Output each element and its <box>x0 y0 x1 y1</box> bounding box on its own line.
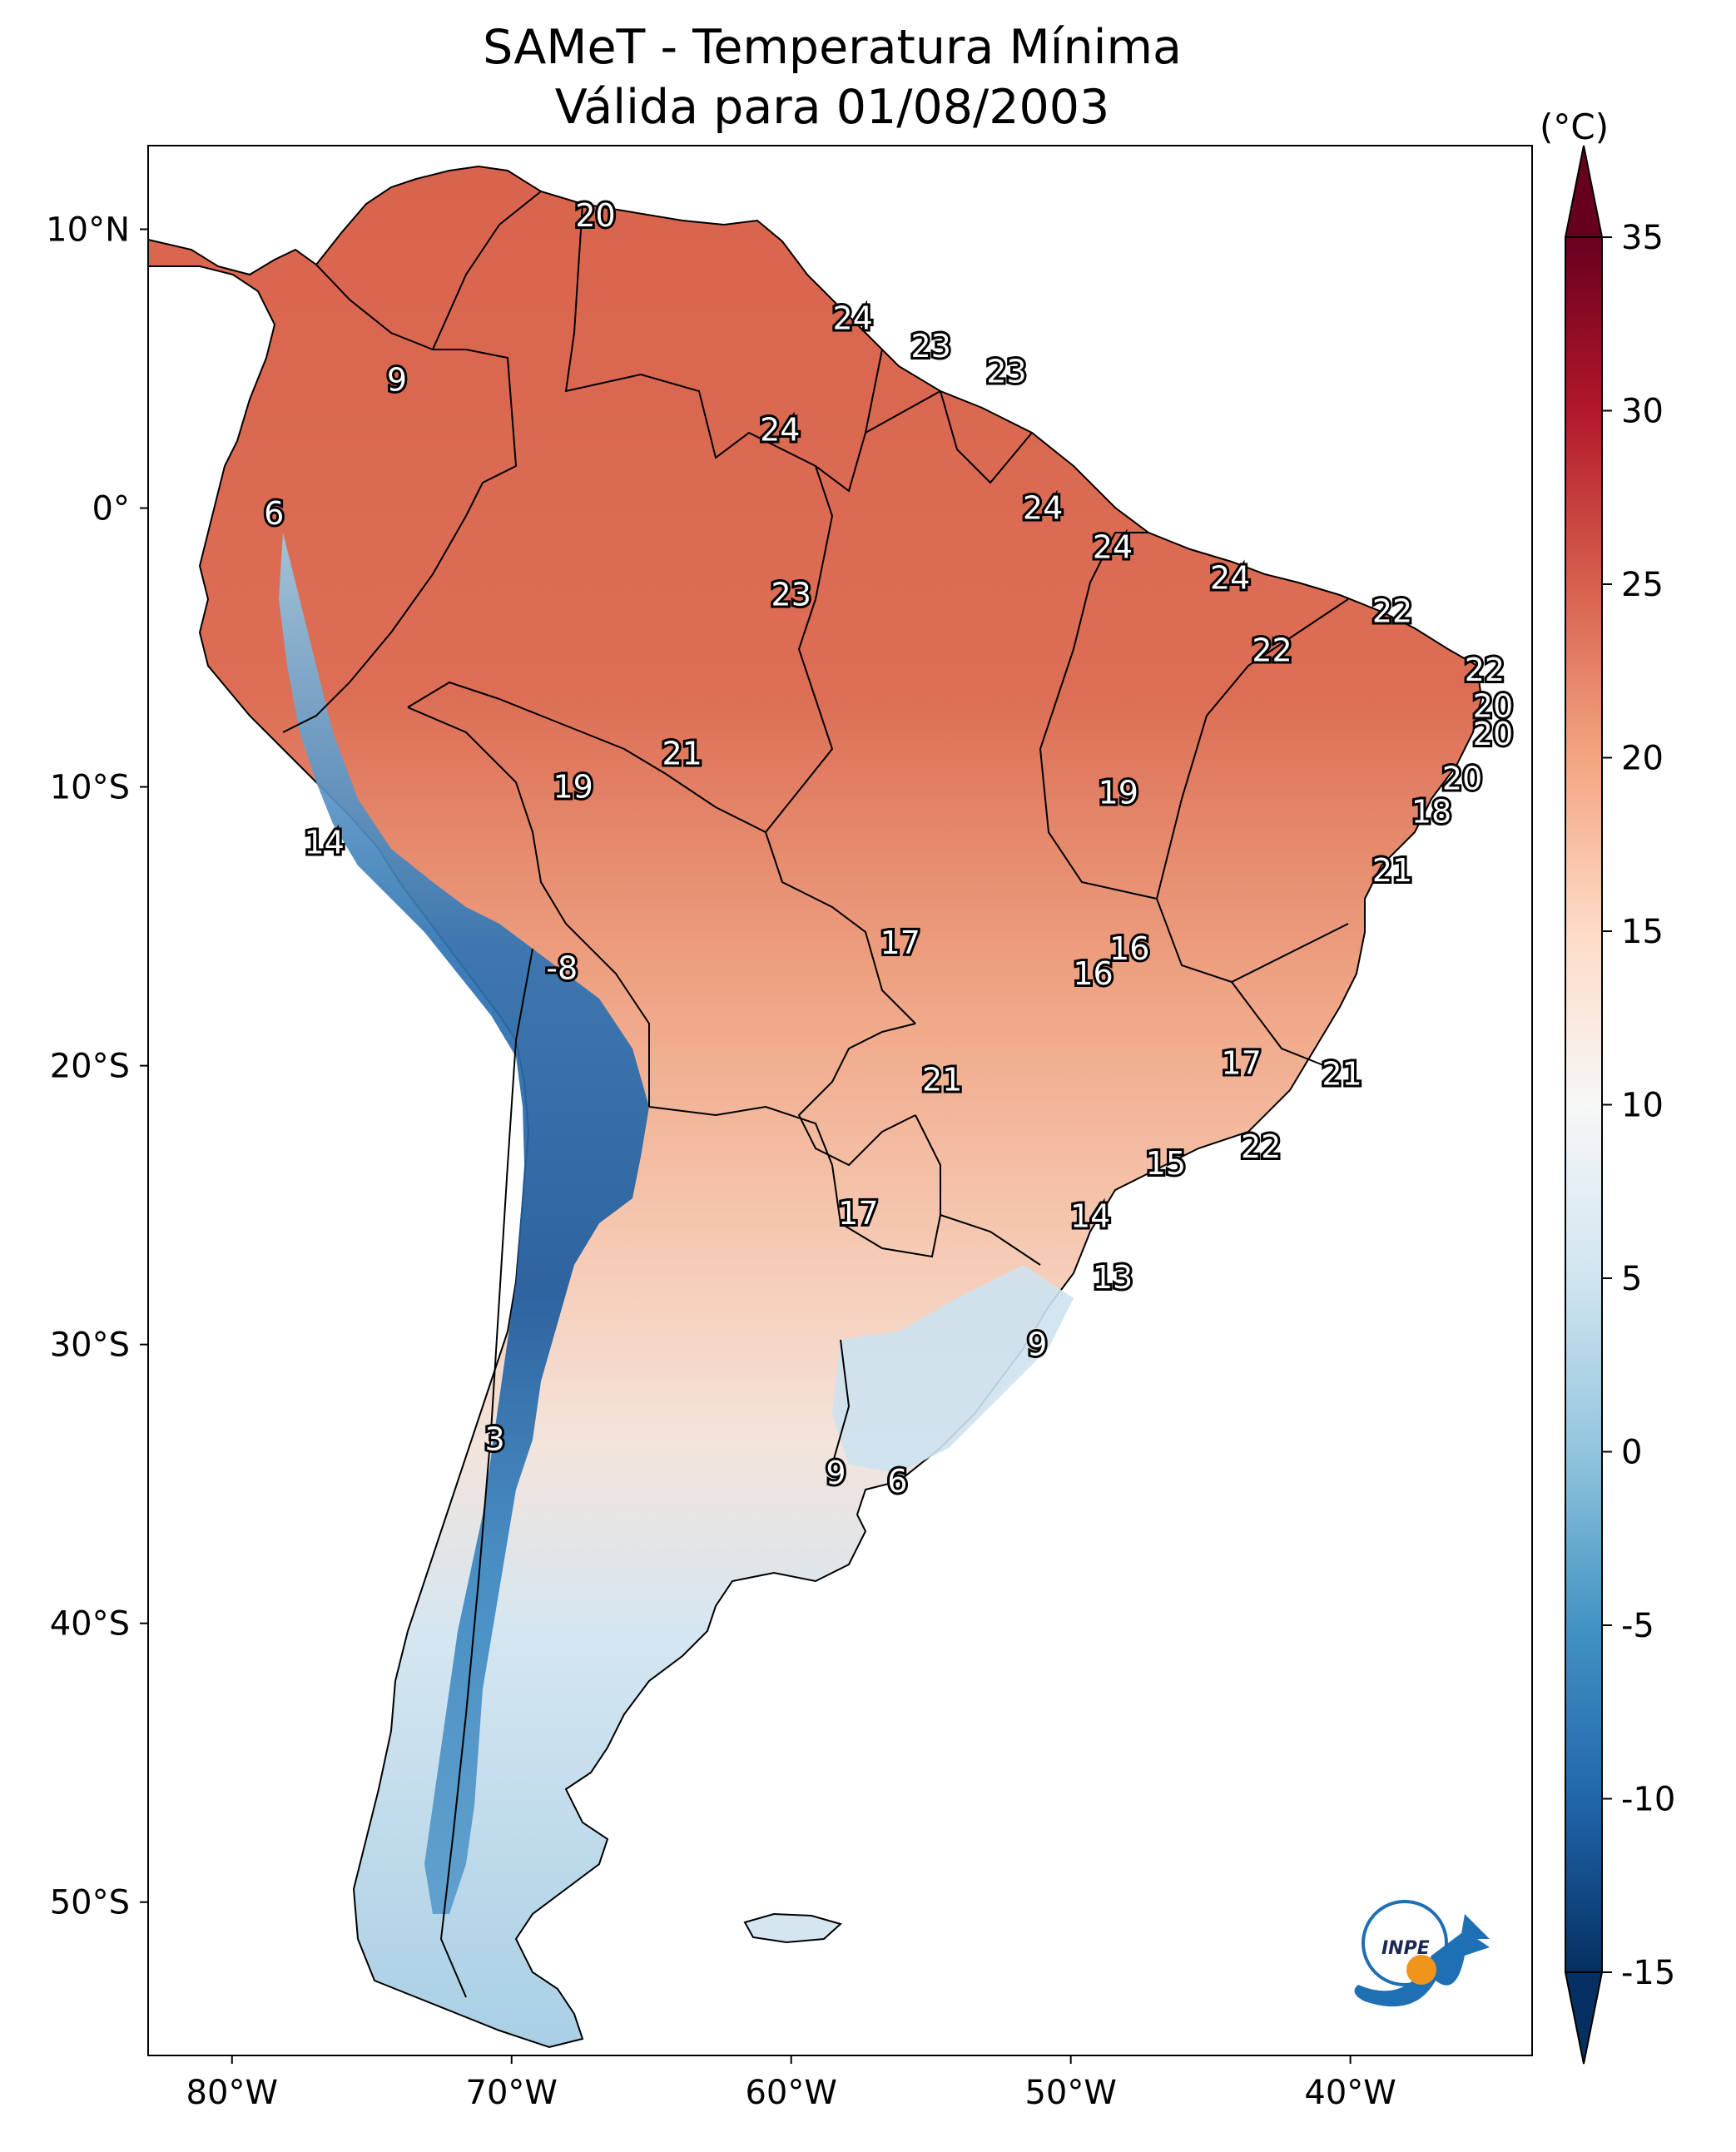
lon-tick-label: 80°W <box>186 2074 278 2112</box>
lat-tick-label: 30°S <box>50 1326 130 1365</box>
colorbar-min-arrow <box>1564 1971 1604 2065</box>
temperature-value-label: 20 <box>575 197 615 234</box>
colorbar-tick-label: -10 <box>1621 1781 1675 1819</box>
temperature-value-label: 19 <box>1099 774 1138 811</box>
country-borders <box>282 191 1349 1998</box>
colorbar-tick-label: 15 <box>1621 913 1664 951</box>
colorbar-ticks: 35 30 25 20 15 10 5 0 -5 -10 -15 <box>1602 219 1675 1992</box>
south-cold-patch <box>832 1265 1074 1473</box>
colorbar-tick-label: 0 <box>1621 1434 1642 1472</box>
temperature-value-label: 20 <box>1473 687 1513 724</box>
lat-tick-label: 10°S <box>50 769 130 807</box>
lon-tick-label: 40°W <box>1304 2074 1396 2112</box>
temperature-value-label: 16 <box>1109 930 1149 967</box>
colorbar-tick-label: -5 <box>1621 1607 1654 1645</box>
temperature-value-label: 20 <box>1442 761 1482 797</box>
temperature-value-label: 22 <box>1241 1128 1281 1165</box>
temperature-value-label: 19 <box>553 769 593 806</box>
temperature-value-label: 24 <box>1210 559 1250 596</box>
lat-tick-label: 20°S <box>50 1048 130 1086</box>
temperature-value-label: 13 <box>1093 1259 1133 1296</box>
temperature-value-label: 21 <box>662 735 702 771</box>
temperature-value-label: 3 <box>484 1421 504 1458</box>
temperature-value-label: 22 <box>1372 593 1412 630</box>
temperature-value-label: 23 <box>986 353 1026 389</box>
temperature-value-label: 20 <box>1473 716 1513 752</box>
colorbar-max-arrow <box>1564 145 1604 238</box>
map-subtitle: Válida para 01/08/2003 <box>554 80 1110 135</box>
temperature-value-label: 17 <box>1221 1044 1261 1081</box>
colorbar-tick-label: 35 <box>1621 219 1664 257</box>
temperature-value-label: 21 <box>922 1061 962 1098</box>
lat-tick-label: 10°N <box>46 211 130 250</box>
temperature-value-label: 24 <box>1023 490 1063 527</box>
lon-tick-label: 70°W <box>466 2074 558 2112</box>
colorbar-scale <box>1565 236 1603 1973</box>
temperature-value-label: 6 <box>264 495 284 532</box>
andes-cold-band <box>279 533 649 1914</box>
temperature-value-label: 21 <box>1372 852 1412 889</box>
lon-tick-label: 60°W <box>745 2074 836 2112</box>
lat-tick-label: 50°S <box>50 1884 130 1922</box>
inpe-logo: INPE <box>1354 1900 1490 2007</box>
temperature-value-label: 21 <box>1322 1056 1362 1093</box>
lat-tick-label: 40°S <box>50 1605 130 1644</box>
lon-tick-label: 50°W <box>1024 2074 1116 2112</box>
colorbar-tick-label: 20 <box>1621 740 1664 778</box>
temperature-value-label: 9 <box>826 1455 846 1491</box>
colorbar-unit: (°C) <box>1540 107 1610 147</box>
temperature-value-label: 9 <box>1027 1326 1047 1363</box>
colorbar-tick-label: 30 <box>1621 393 1664 431</box>
temperature-value-label: 22 <box>1465 652 1505 688</box>
temperature-value-label: 24 <box>760 412 800 449</box>
temperature-value-label: 17 <box>838 1195 878 1232</box>
temperature-value-label: 23 <box>771 576 811 612</box>
inpe-logo-text: INPE <box>1381 1938 1430 1959</box>
temperature-value-label: -8 <box>546 950 578 986</box>
colorbar-tick-label: 25 <box>1621 566 1664 604</box>
temperature-value-label: 24 <box>1093 528 1133 565</box>
temperature-value-label: 15 <box>1146 1145 1186 1182</box>
temperature-value-label: 24 <box>832 300 872 337</box>
map-title: SAMeT - Temperatura Mínima <box>483 20 1182 75</box>
temperature-value-label: 18 <box>1411 794 1451 831</box>
colorbar-tick-label: 5 <box>1621 1260 1642 1298</box>
temperature-value-label: 9 <box>387 361 407 398</box>
temperature-value-label: 16 <box>1073 955 1113 992</box>
lat-tick-label: 0° <box>92 490 130 528</box>
temperature-value-label: 14 <box>1070 1198 1110 1235</box>
colorbar-tick-label: 10 <box>1621 1087 1664 1125</box>
temperature-value-label: 23 <box>911 328 951 364</box>
temperature-value-label: 6 <box>887 1463 907 1500</box>
colorbar-tick-label: -15 <box>1621 1954 1675 1992</box>
axis-ticks: 80°W 70°W 60°W 50°W 40°W 10°N 0° 10°S 20°S 30°S 40… <box>46 211 1396 2112</box>
falkland-islands <box>743 1912 843 1944</box>
temperature-value-label: 17 <box>880 925 920 961</box>
temperature-value-label: 22 <box>1252 632 1292 668</box>
temperature-value-label: 14 <box>304 825 344 861</box>
